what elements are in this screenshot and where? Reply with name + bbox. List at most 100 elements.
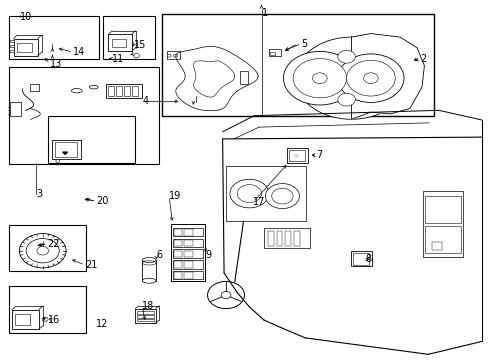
Circle shape [337,50,355,63]
Bar [30,84,39,91]
Bar [12,310,39,329]
Circle shape [56,159,60,162]
Circle shape [237,185,261,203]
Ellipse shape [89,85,98,89]
Bar [162,14,433,116]
Bar [173,261,182,268]
Polygon shape [293,155,298,157]
Text: 5: 5 [301,39,307,49]
Polygon shape [62,152,67,154]
Bar [173,251,182,257]
Ellipse shape [142,257,156,262]
Bar [131,86,137,96]
Text: 10: 10 [20,13,32,22]
Text: 14: 14 [73,47,85,57]
Bar [293,231,299,246]
Text: 1: 1 [261,8,267,18]
Text: 13: 13 [50,59,62,68]
Circle shape [133,54,139,58]
Text: 11: 11 [112,54,124,64]
Circle shape [173,54,177,57]
Bar [269,52,274,55]
Bar [106,84,142,98]
Circle shape [37,247,48,255]
Text: 12: 12 [96,319,108,329]
Ellipse shape [142,278,156,283]
Text: 7: 7 [315,150,322,160]
Ellipse shape [71,89,82,93]
Bar [123,86,129,96]
Bar [172,260,202,269]
Bar [17,43,31,52]
Bar [10,102,21,116]
Circle shape [271,188,292,204]
Bar [15,314,30,325]
Bar [184,261,193,268]
Bar [10,45,14,47]
Bar [264,228,309,248]
Circle shape [42,317,48,321]
Text: 17: 17 [253,197,265,207]
Bar [103,16,154,59]
Circle shape [337,54,403,103]
Circle shape [20,234,66,268]
Text: 22: 22 [47,239,60,249]
Bar [268,49,281,56]
Text: 2: 2 [420,54,426,64]
Bar [14,39,38,56]
Bar [47,116,135,163]
Bar [116,86,122,96]
Polygon shape [351,33,424,119]
Text: 3: 3 [36,189,42,199]
Text: 6: 6 [156,250,162,260]
Bar [136,311,153,314]
Bar [135,309,155,323]
Circle shape [346,60,394,96]
Text: 4: 4 [142,96,148,107]
Bar [166,51,180,59]
Circle shape [283,51,356,105]
Text: 9: 9 [205,250,211,260]
Bar [9,287,86,333]
Bar [173,272,182,279]
Bar [351,251,371,266]
Bar [425,226,460,253]
Circle shape [207,282,244,309]
Circle shape [265,184,299,208]
Bar [276,231,282,246]
Circle shape [26,239,59,263]
Bar [136,319,153,321]
Bar [9,16,99,59]
Text: 8: 8 [365,254,370,264]
Text: 19: 19 [169,191,181,201]
Bar [170,224,204,281]
Bar [172,239,202,247]
Bar [353,253,369,265]
Bar [184,251,193,257]
Bar [184,240,193,247]
Text: 21: 21 [85,260,97,270]
Bar [431,242,442,249]
Bar [136,315,153,318]
Text: 15: 15 [133,40,146,50]
Bar [108,86,114,96]
Text: 18: 18 [142,301,154,311]
Bar [172,271,202,279]
Circle shape [229,179,268,208]
Bar [9,225,86,271]
Bar [173,240,182,247]
Bar [173,229,182,236]
Text: 20: 20 [96,197,108,206]
Bar [10,40,14,42]
Bar [267,231,273,246]
Circle shape [363,73,377,84]
Bar [55,143,77,157]
Bar [112,39,125,47]
Ellipse shape [295,37,407,119]
Circle shape [167,54,171,57]
Bar [172,249,202,258]
Bar [108,34,131,51]
Bar [10,50,14,52]
Circle shape [221,292,230,298]
Bar [172,228,202,237]
